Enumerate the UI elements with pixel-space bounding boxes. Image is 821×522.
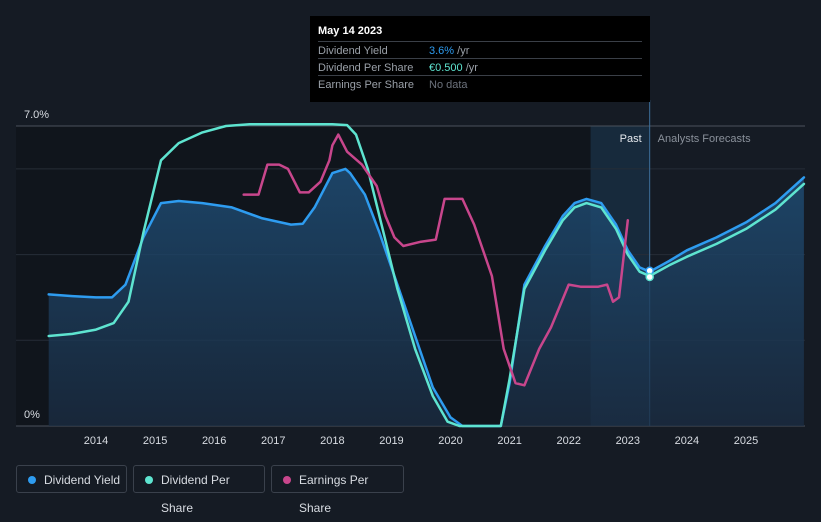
past-label: Past [620,133,642,145]
tooltip-row-earnings-per-share: Earnings Per Share No data [318,75,642,93]
tooltip: May 14 2023 Dividend Yield 3.6% /yr Divi… [310,16,650,102]
x-tick-label: 2017 [261,435,285,447]
x-tick-label: 2019 [379,435,403,447]
tooltip-label: Dividend Yield [318,45,388,57]
y-tick-label-max: 7.0% [24,109,49,121]
tooltip-label: Earnings Per Share [318,79,414,91]
chart-area: 7.0% 0% 2014 2015 2016 2017 2018 2019 2020 2021 20… [16,100,806,447]
tooltip-value: 3.6% /yr [429,45,470,57]
x-tick-label: 2014 [84,435,108,447]
series-line-dividend-yield [47,167,806,428]
x-tick-label: 2016 [202,435,226,447]
legend-item-earnings-per-share[interactable]: Earnings Per Share [271,465,404,515]
x-tick-label: 2018 [320,435,344,447]
tooltip-value: No data [429,79,468,91]
series-line-dividend-per-share [47,123,806,428]
legend-dot-icon [28,476,36,484]
tooltip-row-dividend-per-share: Dividend Per Share €0.500 /yr [318,58,642,76]
x-tick-label: 2025 [734,435,758,447]
series-area-dividend-yield [48,168,804,426]
tooltip-row-dividend-yield: Dividend Yield 3.6% /yr [318,41,642,59]
legend-item-dividend-per-share[interactable]: Dividend Per Share [133,465,265,515]
dividend-per-share-marker [645,272,654,282]
x-tick-label: 2015 [143,435,167,447]
x-tick-label: 2023 [616,435,640,447]
legend-dot-icon [145,476,153,484]
forecast-label: Analysts Forecasts [658,133,751,145]
x-tick-label: 2024 [675,435,699,447]
legend-dot-icon [283,476,291,484]
legend-label: Dividend Yield [44,473,121,487]
x-tick-label: 2021 [497,435,521,447]
legend-item-dividend-yield[interactable]: Dividend Yield [16,465,127,493]
series-line-earnings-per-share [242,133,630,387]
y-tick-label-zero: 0% [24,409,40,421]
tooltip-date: May 14 2023 [318,25,383,37]
x-tick-label: 2020 [438,435,462,447]
tooltip-value: €0.500 /yr [429,62,478,74]
x-tick-label: 2022 [556,435,580,447]
tooltip-label: Dividend Per Share [318,62,414,74]
